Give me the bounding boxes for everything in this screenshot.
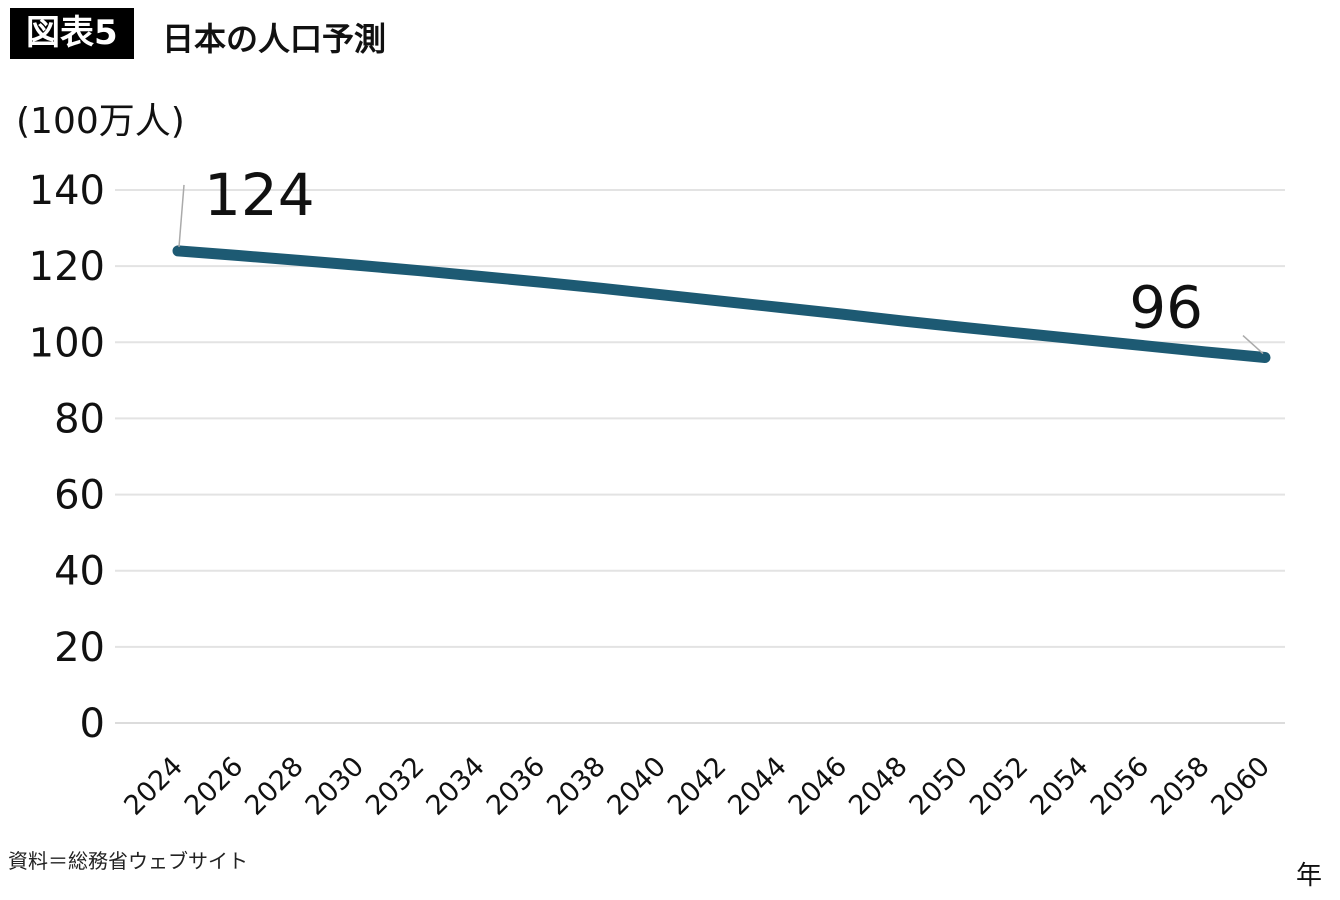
y-axis-unit-label: (100万人) bbox=[16, 101, 185, 142]
x-axis-tick-label: 2026 bbox=[179, 751, 250, 822]
source-note: 資料＝総務省ウェブサイト bbox=[8, 849, 248, 873]
y-axis-tick-label: 120 bbox=[29, 244, 105, 290]
annotation-label-start: 124 bbox=[204, 161, 315, 229]
x-axis-tick-label: 2024 bbox=[118, 751, 189, 822]
x-axis-tick-label: 2038 bbox=[541, 751, 612, 822]
y-axis-tick-label: 20 bbox=[54, 625, 105, 671]
x-axis-tick-label: 2048 bbox=[843, 751, 914, 822]
annotation-leader-end bbox=[1242, 334, 1264, 355]
y-axis-tick-label: 100 bbox=[29, 320, 105, 366]
y-axis-tick-label: 140 bbox=[29, 168, 105, 214]
figure-title: 日本の人口予測 bbox=[162, 20, 387, 58]
population-line bbox=[172, 245, 1271, 363]
y-axis-tick-label: 40 bbox=[54, 549, 105, 595]
x-axis-tick-label: 2058 bbox=[1145, 751, 1216, 822]
x-axis-tick-label: 2028 bbox=[239, 751, 310, 822]
x-axis-tick-label: 2036 bbox=[481, 751, 552, 822]
y-axis-tick-label: 60 bbox=[54, 473, 105, 519]
x-axis-tick-label: 2052 bbox=[964, 751, 1035, 822]
y-axis-tick-label: 80 bbox=[54, 396, 105, 442]
annotation-leader-start bbox=[178, 184, 185, 247]
x-axis-tick-label: 2044 bbox=[722, 751, 793, 822]
annotation-label-end: 96 bbox=[1129, 274, 1203, 342]
x-axis-tick-label: 2056 bbox=[1085, 751, 1156, 822]
x-axis-tick-label: 2060 bbox=[1205, 751, 1276, 822]
x-axis-tick-label: 2046 bbox=[783, 751, 854, 822]
x-axis-tick-label: 2054 bbox=[1024, 751, 1095, 822]
figure-badge: 図表5 bbox=[10, 8, 134, 60]
x-axis-tick-label: 2034 bbox=[420, 751, 491, 822]
x-axis-unit-label: 年 bbox=[1295, 861, 1322, 891]
x-axis-tick-label: 2050 bbox=[903, 751, 974, 822]
x-axis-tick-label: 2042 bbox=[662, 751, 733, 822]
x-axis-tick-label: 2030 bbox=[300, 751, 371, 822]
x-axis-tick-label: 2040 bbox=[602, 751, 673, 822]
y-axis-tick-label: 0 bbox=[80, 701, 105, 747]
x-axis-tick-label: 2032 bbox=[360, 751, 431, 822]
